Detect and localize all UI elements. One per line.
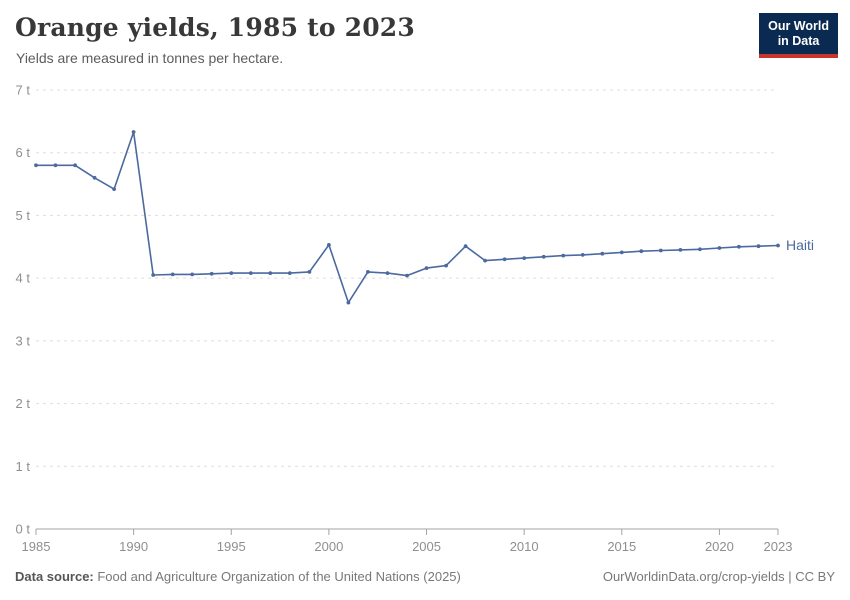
data-point [92,175,97,180]
data-point [346,300,351,305]
data-point [34,163,38,168]
x-tick-label: 2015 [607,539,636,554]
y-tick-label: 1 t [16,459,31,474]
data-point [366,270,370,274]
chart-footer: Data source: Food and Agriculture Organi… [15,569,835,584]
data-point [385,271,390,275]
y-tick-label: 4 t [16,271,31,286]
x-tick-label: 2023 [764,539,793,554]
data-point [53,163,58,168]
data-point [307,270,312,274]
x-tick-label: 1995 [217,539,246,554]
data-point [737,244,741,249]
data-source-label: Data source: [15,569,94,584]
data-point [248,271,253,275]
data-point [658,248,663,253]
data-point [131,130,136,134]
data-point [522,256,527,260]
data-point [424,266,429,270]
data-point [444,263,448,268]
chart-subtitle: Yields are measured in tonnes per hectar… [16,50,284,66]
owid-logo[interactable]: Our World in Data [759,13,838,58]
data-point [73,163,77,168]
x-tick-label: 1990 [119,539,148,554]
line-chart: 0 t 1 t 2 t 3 t 4 t 5 t 6 t 7 t 1985 1990 1995 2000… [16,83,814,555]
y-tick-label: 7 t [16,83,31,98]
data-point [112,187,116,191]
data-source-text: Food and Agriculture Organization of the… [93,569,461,584]
data-point [190,272,195,277]
data-point [698,247,702,252]
y-tick-label: 6 t [16,145,31,160]
data-point [639,249,644,254]
data-point [229,271,234,275]
y-tick-label: 3 t [16,333,31,348]
credit-link[interactable]: OurWorldinData.org/crop-yields | CC BY [602,569,835,584]
y-tick-label: 5 t [16,208,31,223]
data-point [209,271,214,276]
x-tick-label: 2020 [705,539,734,554]
x-tick-label: 1985 [22,539,51,554]
data-point [463,244,468,249]
y-tick-label: 2 t [16,396,31,411]
data-point [327,243,331,247]
data-point [776,243,780,248]
data-point [678,248,683,252]
x-tick-label: 2010 [510,539,539,554]
data-point [405,273,409,278]
owid-logo-line1: Our World [768,19,829,33]
data-point [619,250,624,255]
series-end-label[interactable]: Haiti [786,237,814,253]
x-tick-label: 2000 [314,539,343,554]
data-point [170,272,175,277]
y-tick-label: 0 t [16,522,31,537]
plot-area[interactable] [36,90,778,529]
data-point [268,271,273,275]
data-point [580,253,585,257]
data-point [561,253,566,258]
page-title: Orange yields, 1985 to 2023 [15,13,415,42]
data-point [717,246,722,250]
data-point [502,257,507,262]
owid-logo-line2: in Data [777,34,820,49]
data-point [151,273,156,277]
data-point [287,271,292,275]
data-source: Data source: Food and Agriculture Organi… [15,569,461,584]
data-point [541,254,546,259]
data-point [756,244,761,249]
x-tick-label: 2005 [412,539,441,554]
data-point [600,251,605,256]
data-point [483,258,487,263]
